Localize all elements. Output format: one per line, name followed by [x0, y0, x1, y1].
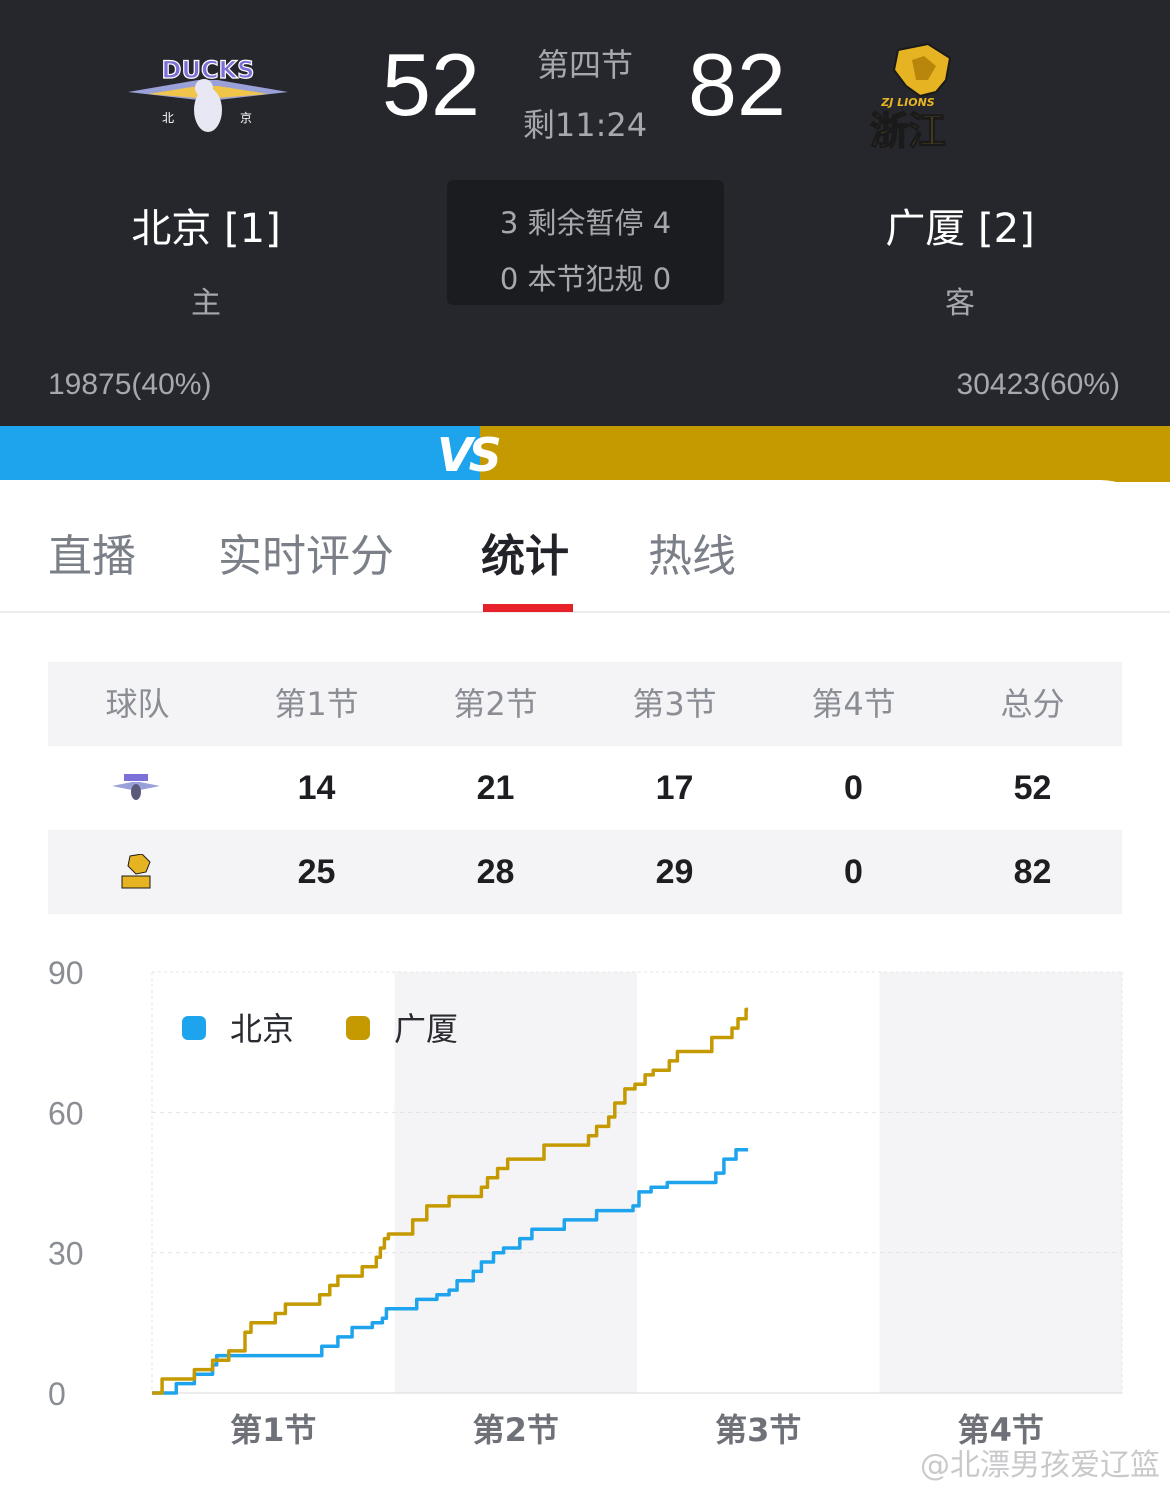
home-q1-score: 14 — [297, 769, 336, 807]
tab-live[interactable]: 直播 — [48, 531, 136, 582]
header-total: 总分 — [1000, 685, 1065, 723]
x-tick-label: 第1节 — [230, 1411, 316, 1449]
svg-text:浙江: 浙江 — [870, 109, 946, 153]
away-q1-score: 25 — [297, 853, 336, 891]
team-logo-cell — [48, 830, 227, 914]
header-q3: 第3节 — [632, 685, 717, 723]
table-row: 14 21 17 0 52 — [48, 746, 1122, 830]
active-tab-indicator — [483, 604, 573, 612]
quarter-band — [879, 972, 1122, 1393]
home-q4-score: 0 — [844, 769, 863, 807]
legend-swatch — [346, 1016, 370, 1040]
home-support-bar[interactable] — [0, 426, 480, 482]
away-q2-score: 28 — [476, 853, 515, 891]
tab-hotline[interactable]: 热线 — [648, 531, 736, 582]
away-team-logo[interactable]: ZJ LIONS 浙江 — [828, 40, 988, 160]
watermark: @北漂男孩爱辽篮 — [920, 1448, 1160, 1483]
legend-label: 广厦 — [394, 1010, 458, 1048]
score-progression-chart: 0 30 60 90 第1节 第2节 第3节 第4节 北京 广厦 — [48, 955, 1123, 1449]
svg-text:北: 北 — [162, 111, 174, 125]
tab-stats[interactable]: 统计 — [481, 531, 569, 582]
home-team-mini-logo — [112, 774, 160, 800]
y-tick-label: 90 — [48, 955, 84, 991]
vs-label: VS — [437, 428, 502, 482]
period-fouls: 0 本节犯规 0 — [499, 262, 672, 296]
away-team-role: 客 — [945, 286, 975, 321]
game-period: 第四节 — [536, 46, 633, 84]
home-support-count[interactable]: 19875(40%) — [48, 368, 212, 401]
home-team-role: 主 — [191, 286, 221, 321]
table-row: 25 28 29 0 82 — [48, 830, 1122, 914]
home-total-score: 52 — [1013, 769, 1052, 807]
header-q4: 第4节 — [811, 685, 896, 723]
tab-bar: 直播 实时评分 统计 热线 — [0, 480, 1170, 613]
away-support-bar[interactable] — [480, 426, 1170, 482]
scoreboard-header: DUCKS 北 京 北京 [1] 主 52 第四节 剩11:24 82 3 剩余… — [0, 0, 1170, 426]
header-team: 球队 — [105, 685, 170, 723]
home-team-logo[interactable]: DUCKS 北 京 — [128, 40, 288, 160]
away-q4-score: 0 — [844, 853, 863, 891]
content-card: 直播 实时评分 统计 热线 球队 第1节 第2节 第3节 第4节 总分 14 2… — [0, 480, 1170, 1493]
quarter-band — [394, 972, 637, 1393]
game-status-box: 3 剩余暂停 4 0 本节犯规 0 — [447, 180, 724, 305]
away-q3-score: 29 — [655, 853, 694, 891]
team-logo-cell — [48, 746, 227, 830]
header-q1: 第1节 — [274, 685, 359, 723]
away-score: 82 — [688, 35, 786, 134]
x-tick-label: 第2节 — [473, 1411, 559, 1449]
series-line-home — [152, 1148, 749, 1395]
header-q2: 第2节 — [453, 685, 538, 723]
table-header-row: 球队 第1节 第2节 第3节 第4节 总分 — [48, 662, 1122, 746]
svg-text:京: 京 — [240, 111, 252, 125]
quarter-score-table: 球队 第1节 第2节 第3节 第4节 总分 14 21 17 0 52 — [48, 662, 1122, 914]
series-line-away — [152, 1007, 749, 1395]
home-team-name: 北京 [1] — [131, 206, 281, 252]
timeouts-remaining: 3 剩余暂停 4 — [499, 206, 672, 240]
away-support-count[interactable]: 30423(60%) — [956, 368, 1120, 401]
y-tick-label: 60 — [48, 1095, 84, 1131]
legend-label: 北京 — [230, 1010, 294, 1048]
svg-text:DUCKS: DUCKS — [162, 56, 255, 84]
svg-text:ZJ LIONS: ZJ LIONS — [880, 96, 935, 109]
game-clock: 剩11:24 — [522, 106, 648, 144]
away-team-mini-logo — [121, 854, 151, 889]
home-q2-score: 21 — [476, 769, 515, 807]
support-vs-bar: VS — [0, 426, 1170, 482]
away-team-name: 广厦 [2] — [885, 206, 1035, 252]
away-total-score: 82 — [1013, 853, 1052, 891]
x-tick-label: 第4节 — [958, 1411, 1044, 1449]
x-tick-label: 第3节 — [715, 1411, 801, 1449]
home-score: 52 — [382, 35, 480, 134]
home-q3-score: 17 — [655, 769, 694, 807]
legend-swatch — [182, 1016, 206, 1040]
y-tick-label: 30 — [48, 1236, 84, 1272]
tab-ratings[interactable]: 实时评分 — [218, 531, 394, 582]
y-tick-label: 0 — [48, 1376, 66, 1412]
